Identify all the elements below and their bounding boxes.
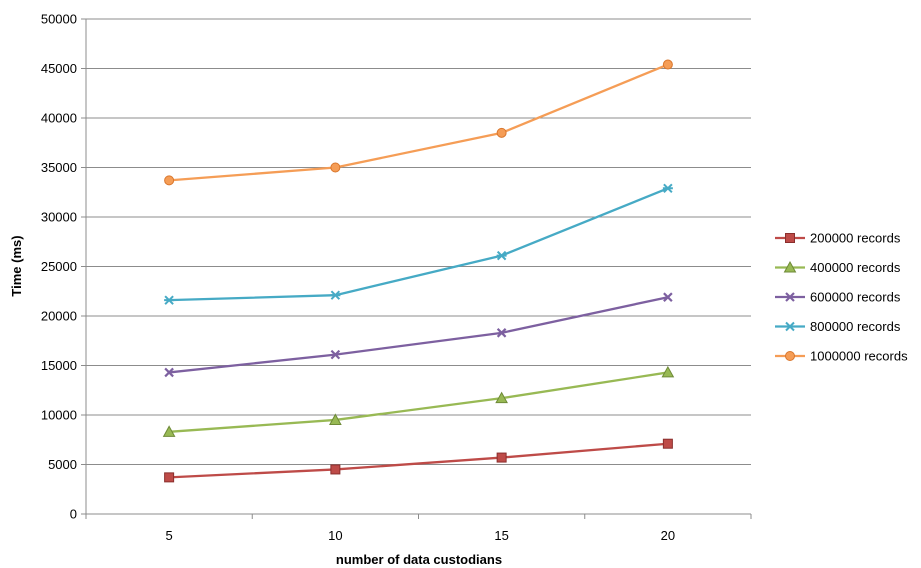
data-point bbox=[662, 183, 673, 193]
data-point bbox=[329, 413, 342, 425]
series-400000-records bbox=[162, 365, 675, 437]
legend-marker bbox=[785, 233, 795, 243]
data-point bbox=[662, 59, 673, 70]
data-point bbox=[164, 175, 175, 186]
series-line bbox=[169, 63, 669, 182]
data-point bbox=[496, 127, 507, 138]
series-line bbox=[169, 187, 669, 302]
x-tick-label: 15 bbox=[494, 528, 508, 543]
data-point bbox=[661, 365, 675, 378]
y-axis-title: Time (ms) bbox=[9, 235, 24, 296]
y-tick-label: 20000 bbox=[41, 309, 77, 324]
legend: 200000 records 400000 records 600000 recor… bbox=[775, 231, 908, 364]
y-tick-label: 0 bbox=[70, 507, 77, 522]
series-800000-records bbox=[164, 183, 673, 305]
data-point bbox=[496, 452, 507, 463]
series-line bbox=[169, 442, 668, 479]
data-point bbox=[330, 290, 341, 300]
legend-item: 600000 records bbox=[775, 290, 901, 305]
legend-marker bbox=[785, 292, 795, 302]
data-point bbox=[330, 349, 341, 360]
series-600000-records bbox=[164, 292, 673, 378]
series-lines bbox=[162, 59, 675, 483]
y-tick-label: 15000 bbox=[41, 358, 77, 373]
y-tick-label: 45000 bbox=[41, 61, 77, 76]
data-point bbox=[164, 367, 174, 378]
legend-item: 200000 records bbox=[775, 231, 901, 246]
data-point bbox=[164, 295, 175, 305]
x-tick-label: 20 bbox=[661, 528, 675, 543]
y-tick-label: 5000 bbox=[48, 457, 77, 472]
data-point bbox=[330, 162, 341, 173]
legend-item: 1000000 records bbox=[775, 349, 908, 364]
legend-label: 600000 records bbox=[810, 290, 901, 305]
y-tick-label: 10000 bbox=[41, 408, 77, 423]
legend-marker bbox=[785, 351, 795, 361]
axes: 0 5000 10000 15000 20000 25000 30000 35000 40000… bbox=[41, 12, 752, 543]
y-tick-label: 40000 bbox=[41, 111, 77, 126]
legend-label: 1000000 records bbox=[810, 349, 908, 364]
y-tick-label: 30000 bbox=[41, 210, 77, 225]
series-line bbox=[169, 296, 669, 374]
legend-marker bbox=[785, 321, 795, 332]
data-point bbox=[496, 328, 507, 338]
data-point bbox=[164, 472, 175, 483]
series-200000-records bbox=[164, 438, 673, 483]
data-point bbox=[662, 438, 673, 449]
legend-item: 800000 records bbox=[775, 319, 901, 334]
data-point bbox=[162, 425, 176, 437]
data-point bbox=[495, 391, 508, 404]
data-point bbox=[330, 464, 341, 475]
legend-item: 400000 records bbox=[775, 260, 901, 275]
x-tick-label: 10 bbox=[328, 528, 342, 543]
y-tick-label: 35000 bbox=[41, 160, 77, 175]
y-tick-label: 50000 bbox=[41, 12, 77, 27]
data-point bbox=[663, 292, 673, 302]
legend-label: 200000 records bbox=[810, 231, 901, 246]
legend-label: 800000 records bbox=[810, 319, 901, 334]
series-1000000-records bbox=[164, 59, 673, 186]
x-axis-title: number of data custodians bbox=[336, 552, 502, 567]
data-point bbox=[496, 250, 507, 261]
legend-label: 400000 records bbox=[810, 260, 901, 275]
series-line bbox=[169, 371, 669, 433]
y-tick-label: 25000 bbox=[41, 259, 77, 274]
gridlines bbox=[86, 18, 751, 465]
legend-marker bbox=[783, 260, 797, 273]
x-tick-label: 5 bbox=[166, 528, 173, 543]
